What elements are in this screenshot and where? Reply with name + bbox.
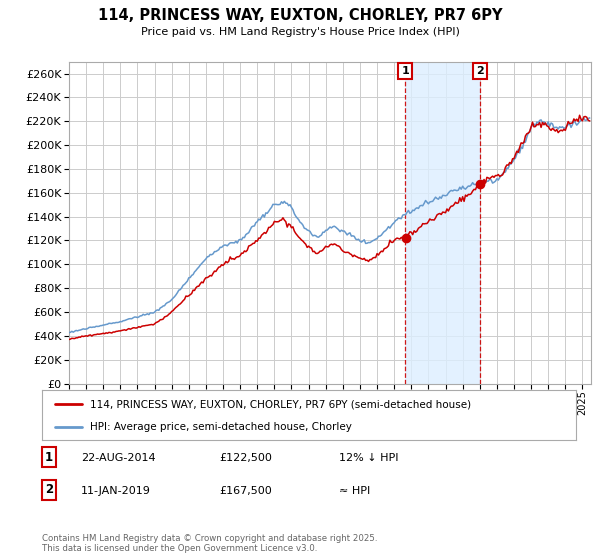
Text: 11-JAN-2019: 11-JAN-2019 — [81, 486, 151, 496]
Text: £122,500: £122,500 — [219, 453, 272, 463]
Text: 22-AUG-2014: 22-AUG-2014 — [81, 453, 155, 463]
Text: £167,500: £167,500 — [219, 486, 272, 496]
Text: 1: 1 — [401, 66, 409, 76]
Text: 114, PRINCESS WAY, EUXTON, CHORLEY, PR7 6PY (semi-detached house): 114, PRINCESS WAY, EUXTON, CHORLEY, PR7 … — [90, 399, 471, 409]
Text: Price paid vs. HM Land Registry's House Price Index (HPI): Price paid vs. HM Land Registry's House … — [140, 27, 460, 37]
Text: 12% ↓ HPI: 12% ↓ HPI — [339, 453, 398, 463]
Text: 114, PRINCESS WAY, EUXTON, CHORLEY, PR7 6PY: 114, PRINCESS WAY, EUXTON, CHORLEY, PR7 … — [98, 8, 502, 24]
Text: 2: 2 — [45, 483, 53, 496]
Text: 2: 2 — [476, 66, 484, 76]
Text: HPI: Average price, semi-detached house, Chorley: HPI: Average price, semi-detached house,… — [90, 422, 352, 432]
Text: ≈ HPI: ≈ HPI — [339, 486, 370, 496]
Text: Contains HM Land Registry data © Crown copyright and database right 2025.
This d: Contains HM Land Registry data © Crown c… — [42, 534, 377, 553]
Text: 1: 1 — [45, 451, 53, 464]
Bar — [405, 62, 480, 384]
